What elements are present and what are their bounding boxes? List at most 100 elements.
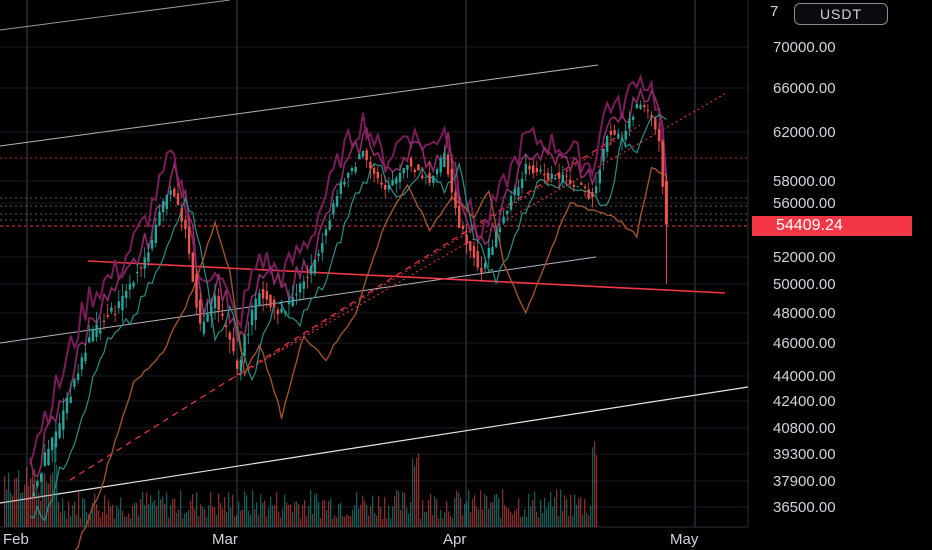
candle-body [332,203,335,215]
candle-body [443,152,446,167]
candle-body [310,265,313,275]
time-tick-label: Mar [212,531,238,548]
volume-bar [164,503,166,527]
volume-bar [172,499,174,527]
candle-body [406,164,409,170]
volume-bar [458,492,460,527]
candle-body [631,116,635,120]
currency-badge[interactable]: USDT [794,3,888,25]
volume-bar [494,494,496,527]
candle-body [520,178,524,188]
volume-bar [282,508,284,527]
candle-body [435,169,439,175]
candle-body [643,105,646,108]
volume-bar [168,517,170,527]
candle-body [343,181,346,185]
price-tick-label: 50000.00 [773,276,836,293]
price-axis[interactable]: 7 70000.00 66000.00 62000.00 58000.00 56000.0… [770,3,836,516]
volume-bar [152,502,154,527]
volume-bar [554,497,556,527]
volume-bar [556,489,558,527]
price-tick-label: 44000.00 [773,368,836,385]
candle-body [554,178,557,180]
volume-bar [380,507,382,527]
volume-bar [142,491,144,527]
volume-bar [318,501,320,527]
candle-body [476,251,479,268]
volume-bar [388,505,390,527]
volume-bar [382,518,384,527]
volume-bar [212,506,214,527]
candle-body [594,186,598,194]
time-axis[interactable]: Feb Mar Apr May [3,531,699,548]
volume-bar [22,492,24,527]
price-tick-label: 56000.00 [773,195,836,212]
candle-body [128,283,132,290]
volume-bar [62,498,64,527]
volume-bar [592,447,594,527]
candle-body [532,165,535,174]
volume-bar [112,504,114,527]
volume-bar [568,516,570,527]
candle-body [498,227,502,233]
volume-bar [314,493,316,527]
volume-bar [10,492,12,527]
candle-body [509,196,513,210]
candle-body [661,141,664,187]
volume-bar [480,490,482,527]
candle-body [454,192,457,208]
candle-body [298,283,302,293]
candle-body [154,224,157,244]
volume-bar [250,515,252,527]
volume-bar [264,500,266,527]
time-tick-label: May [670,531,699,548]
volume-bar [326,510,328,527]
candle-body [576,186,579,188]
candle-body [32,492,35,497]
candle-body [602,148,605,162]
candle-body [446,154,450,175]
volume-bar [484,494,486,527]
volume-bar [520,516,522,527]
volume-bar [126,516,128,527]
volume-bar [110,506,112,527]
volume-bar [160,499,162,527]
volume-bar [106,514,108,527]
candle-body [502,216,505,224]
candle-body [136,271,139,274]
volume-bar [324,500,326,527]
volume-bar [266,516,268,527]
volume-bar [120,497,122,527]
volume-bar [432,514,434,527]
candle-body [664,181,668,225]
candle-body [62,410,65,430]
volume-bar [338,504,340,527]
candle-body [328,220,331,230]
candle-body [254,298,257,320]
volume-bar [506,507,508,527]
candle-body [217,295,220,310]
volume-bar [518,498,520,527]
volume-bar [510,511,512,527]
candle-body [125,291,128,298]
candle-body [361,150,365,157]
candle-body [409,158,413,167]
volume-bar [392,506,394,527]
volume-bar [348,515,350,527]
candle-body [517,187,520,196]
volume-bar [390,518,392,527]
volume-bar [272,505,274,527]
volume-bar [220,502,222,527]
volume-bar [304,500,306,527]
volume-bar [26,467,28,527]
volume-bar [58,502,60,527]
volume-bar [588,515,590,527]
volume-bar [528,493,530,527]
candle-body [402,168,405,174]
volume-bar [16,477,18,527]
candle-body [369,161,372,169]
volume-bar [576,504,578,527]
volume-bar [354,505,356,527]
candle-body [546,172,550,179]
